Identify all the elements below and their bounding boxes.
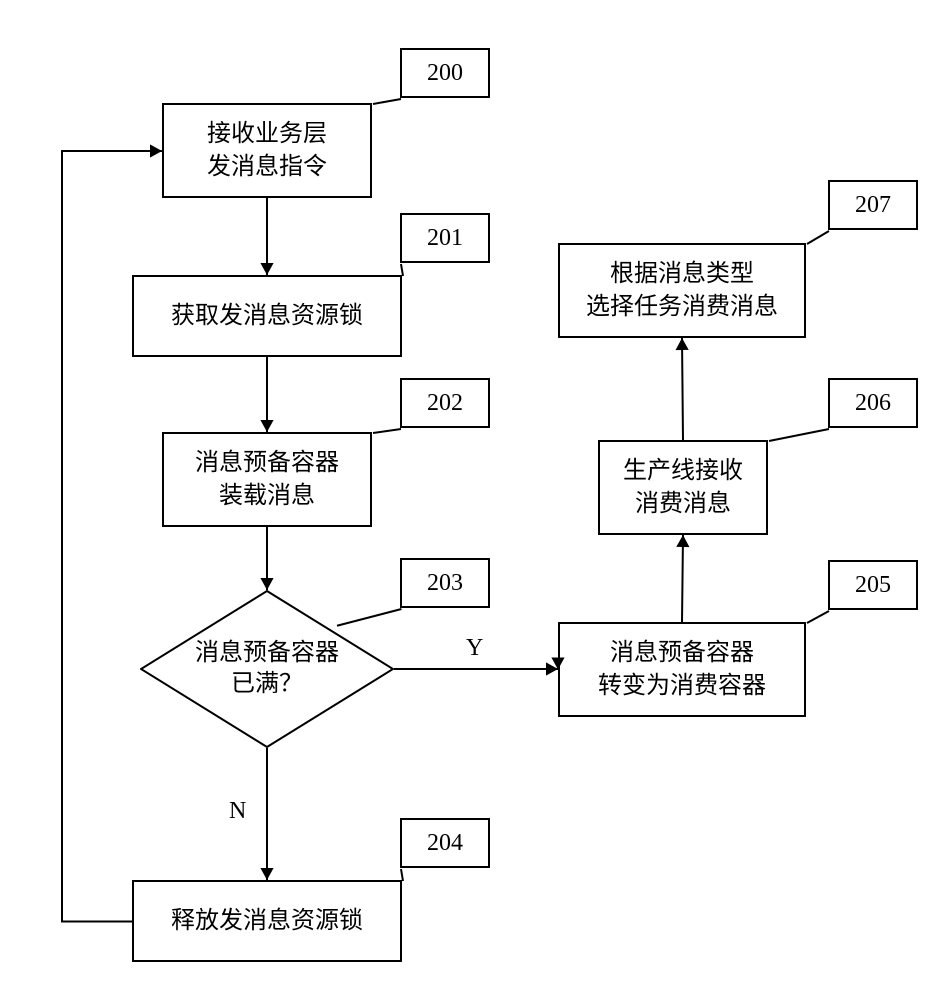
node-id-label-207: 207: [828, 180, 918, 230]
arrow-206-207: [668, 324, 697, 454]
node-text: 获取发消息资源锁: [171, 300, 363, 332]
connector-line: [806, 610, 830, 624]
node-text: 生产线接收消费消息: [623, 455, 743, 520]
edge-label-no: N: [229, 798, 246, 825]
node-id-label-200: 200: [400, 48, 490, 98]
node-id-text: 202: [427, 390, 463, 417]
node-text: 接收业务层发消息指令: [207, 118, 327, 183]
arrow-202-203: [253, 513, 281, 604]
flowchart-canvas: 接收业务层发消息指令 200 获取发消息资源锁 201 消息预备容器装载消息 202 消息预…: [0, 0, 943, 1000]
arrow-203-204: [253, 734, 281, 894]
connector-line: [372, 98, 402, 105]
node-id-label-205: 205: [828, 560, 918, 610]
arrow-204-200-loop: [48, 137, 176, 936]
node-id-text: 200: [427, 60, 463, 87]
connector-line: [372, 428, 402, 434]
node-text: 消息预备容器装载消息: [195, 447, 339, 512]
connector-line: [400, 868, 404, 882]
node-id-label-202: 202: [400, 378, 490, 428]
node-id-text: 207: [855, 192, 891, 219]
node-id-text: 205: [855, 572, 891, 599]
connector-line: [768, 428, 830, 442]
flowchart-node-n205: 消息预备容器转变为消费容器: [558, 622, 806, 717]
node-id-label-203: 203: [400, 558, 490, 608]
node-id-text: 206: [855, 390, 891, 417]
connector-line: [806, 230, 830, 245]
arrow-205-206: [668, 521, 697, 636]
connector-line: [400, 263, 404, 277]
node-text: 消息预备容器转变为消费容器: [598, 637, 766, 702]
edge-label-text: N: [229, 798, 246, 824]
connector-line: [336, 608, 402, 627]
node-id-label-201: 201: [400, 213, 490, 263]
node-id-label-206: 206: [828, 378, 918, 428]
arrow-200-201: [253, 184, 281, 289]
node-id-text: 203: [427, 570, 463, 597]
node-text: 根据消息类型选择任务消费消息: [586, 258, 778, 323]
node-id-text: 204: [427, 830, 463, 857]
node-id-label-204: 204: [400, 818, 490, 868]
node-text: 消息预备容器已满？: [195, 638, 339, 700]
node-text: 释放发消息资源锁: [171, 905, 363, 937]
node-id-text: 201: [427, 225, 463, 252]
arrow-203-205-h: [380, 655, 572, 683]
arrow-201-202: [253, 343, 281, 446]
